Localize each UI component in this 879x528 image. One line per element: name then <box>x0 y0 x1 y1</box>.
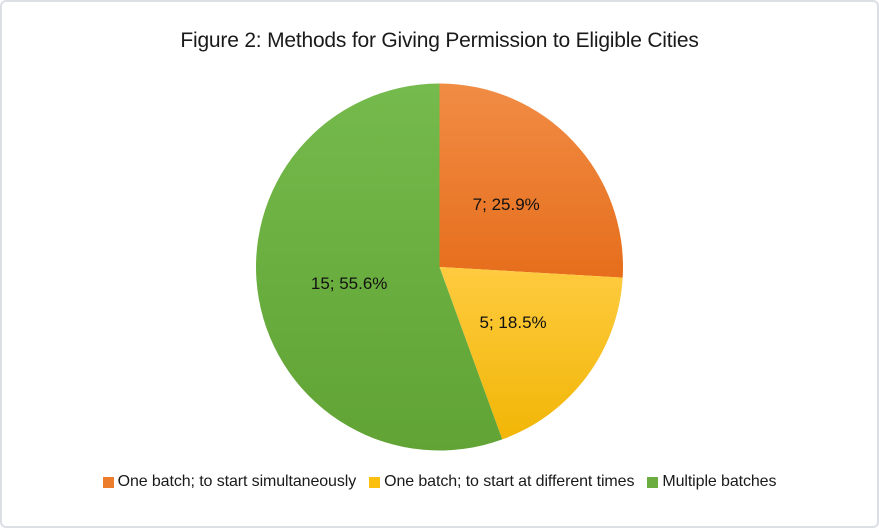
legend-swatch-icon <box>369 476 381 488</box>
pie-slice-label-2: 5; 18.5% <box>480 313 547 332</box>
pie-slice-label-3: 15; 55.6% <box>311 274 388 293</box>
pie-labels-group: 7; 25.9% 5; 18.5% 15; 55.6% <box>311 195 547 332</box>
legend-swatch-icon <box>647 476 659 488</box>
legend-item-3: Multiple batches <box>647 473 776 491</box>
legend-label-2: One batch; to start at different times <box>384 473 635 490</box>
legend-item-2: One batch; to start at different times <box>369 473 634 491</box>
pie-slices-group <box>256 83 624 451</box>
pie-slice-1 <box>439 83 624 278</box>
pie-slice-2 <box>439 267 623 440</box>
legend-item-1: One batch; to start simultaneously <box>102 473 357 491</box>
pie-slice-label-1: 7; 25.9% <box>473 195 540 214</box>
legend: One batch; to start simultaneously One ba… <box>2 473 877 491</box>
pie-slice-3 <box>256 83 503 451</box>
legend-label-3: Multiple batches <box>662 473 777 490</box>
legend-swatch-icon <box>102 476 114 488</box>
chart-title: Figure 2: Methods for Giving Permission … <box>180 29 699 52</box>
legend-label-1: One batch; to start simultaneously <box>117 473 357 490</box>
